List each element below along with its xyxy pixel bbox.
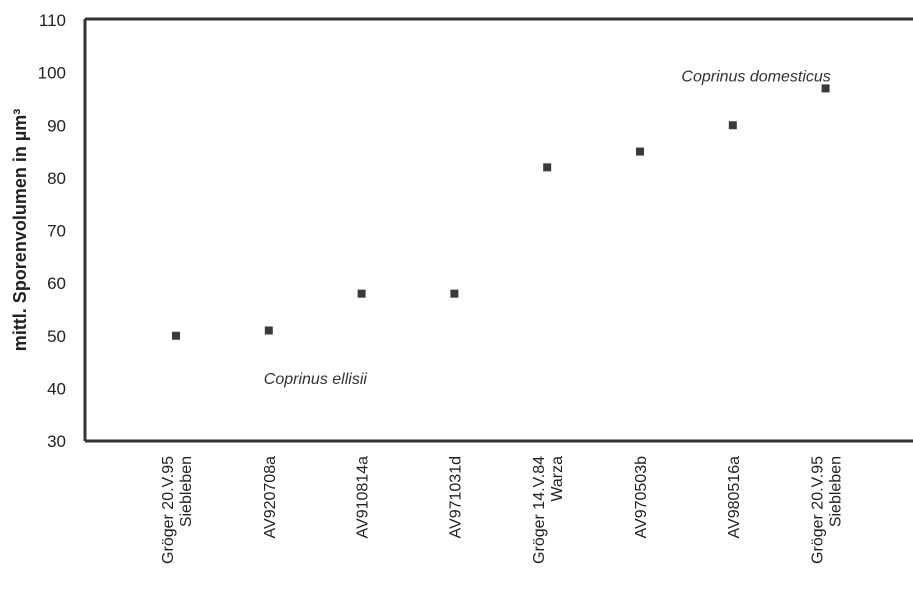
x-category-label-line: Gröger 14.V.84 — [531, 456, 548, 564]
species-annotation: Coprinus ellisii — [264, 371, 368, 388]
x-category-label-line: Siebleben — [178, 456, 195, 527]
x-category-label-line: AV971031d — [447, 456, 464, 538]
y-tick-label: 40 — [47, 379, 66, 398]
x-category-label-line: AV970503b — [633, 456, 650, 539]
x-category-label-line: Gröger 20.V.95 — [160, 456, 177, 564]
x-category-labels: Gröger 20.V.95Siebleben AV920708a AV910814… — [160, 456, 845, 564]
x-category-label-line: AV920708a — [262, 456, 279, 539]
data-point — [450, 290, 458, 298]
x-category-label: Gröger 20.V.95Siebleben — [810, 456, 845, 564]
data-point — [265, 326, 273, 334]
y-tick-label: 30 — [47, 432, 66, 451]
y-tick-label: 100 — [38, 64, 66, 83]
y-axis-title: mittl. Sporenvolumen in µm³ — [10, 109, 30, 351]
data-point — [172, 332, 180, 340]
x-category-label-line: AV910814a — [355, 456, 372, 539]
x-category-label: AV980516a — [726, 456, 743, 539]
species-annotation: Coprinus domesticus — [681, 68, 830, 85]
y-tick-label: 90 — [47, 116, 66, 135]
data-point — [636, 148, 644, 156]
data-point — [358, 290, 366, 298]
x-category-label-line: Gröger 20.V.95 — [810, 456, 827, 564]
y-tick-label: 50 — [47, 327, 66, 346]
x-category-label-line: Siebleben — [828, 456, 845, 527]
x-category-label-line: Warza — [549, 456, 566, 502]
x-category-label-line: AV980516a — [726, 456, 743, 539]
x-category-label: AV971031d — [447, 456, 464, 538]
x-category-label: AV910814a — [355, 456, 372, 539]
data-point — [729, 121, 737, 129]
chart-annotations: Coprinus ellisii Coprinus domesticus — [264, 68, 831, 388]
y-tick-labels: 30 40 50 60 70 80 90 100 110 — [38, 11, 66, 451]
y-tick-label: 110 — [39, 11, 66, 30]
x-category-label: Gröger 14.V.84Warza — [531, 456, 566, 564]
x-category-label: Gröger 20.V.95Siebleben — [160, 456, 195, 564]
data-point — [543, 163, 551, 171]
x-category-label: AV970503b — [633, 456, 650, 539]
data-point — [822, 84, 830, 92]
y-tick-label: 60 — [47, 274, 66, 293]
data-points — [172, 84, 830, 339]
x-category-label: AV920708a — [262, 456, 279, 539]
y-tick-label: 70 — [47, 222, 66, 241]
y-tick-label: 80 — [47, 169, 66, 188]
